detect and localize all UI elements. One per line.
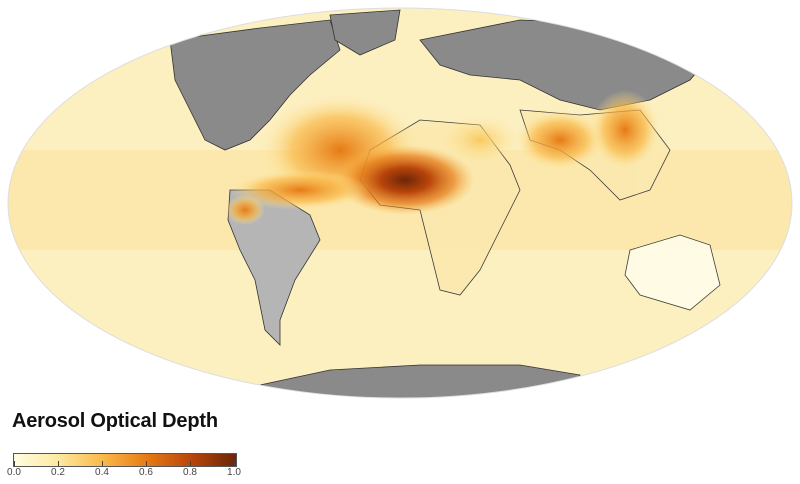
colorbar-tick-label: 0.8 [183,467,197,478]
amazon-smoke [225,195,265,225]
globe-outline [7,7,793,399]
colorbar-tick [102,461,103,466]
australia [624,234,721,311]
greenland [329,9,401,56]
colorbar-tick [234,461,235,466]
colorbar-tick-label: 0.4 [95,467,109,478]
colorbar-tick [190,461,191,466]
colorbar [13,453,237,467]
colorbar-tick-label: 0.2 [51,467,65,478]
colorbar-tick [58,461,59,466]
legend-title: Aerosol Optical Depth [12,410,218,432]
colorbar-tick-label: 1.0 [227,467,241,478]
central-africa-smoke [335,145,475,215]
aerosol-world-map [7,7,793,399]
north-america [169,19,341,151]
south-asia-haze [515,110,605,170]
colorbar-tick [146,461,147,466]
colorbar-tick [14,461,15,466]
east-china-haze [590,90,660,170]
south-america [227,189,321,346]
middle-east-dust [440,115,520,165]
colorbar-tick-label: 0.0 [7,467,21,478]
colorbar-tick-label: 0.6 [139,467,153,478]
atlantic-dust [230,170,370,210]
